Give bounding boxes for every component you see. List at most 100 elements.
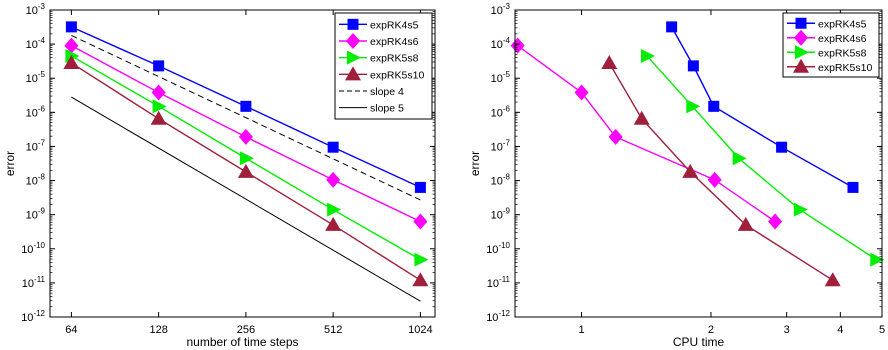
data-point-expRK4s5-3 (708, 100, 720, 112)
legend-marker-expRK5s10 (345, 66, 361, 81)
chart-panel-2: 10-12 10-11 10-10 10-9 10-8 10-7 10-6 10-5 10-4 1… (468, 2, 885, 349)
series-expRK4s5 (666, 21, 859, 193)
x-axis: 64 128 256 512 1024 (65, 10, 433, 336)
legend-marker-expRK5s8 (795, 45, 809, 60)
data-point-expRK5s8-5 (870, 252, 885, 267)
data-point-expRK4s5-4 (327, 141, 339, 153)
data-point-expRK4s6-1 (64, 37, 79, 54)
data-point-expRK5s8-3 (239, 151, 254, 166)
data-point-expRK5s8-2 (686, 99, 701, 114)
data-point-expRK5s8-4 (327, 202, 342, 217)
x-tick-label: 5 (879, 324, 885, 336)
y-tick-label: 10-6 (26, 104, 46, 119)
data-point-expRK4s6-2 (151, 84, 166, 101)
data-point-expRK4s5-4 (776, 141, 788, 153)
x-axis: 1 2 3 4 5 (579, 10, 885, 336)
legend-marker-expRK5s10 (793, 58, 809, 73)
data-point-expRK4s6-5 (768, 213, 783, 230)
x-tick-label: 128 (149, 324, 167, 336)
y-tick-label: 10-8 (26, 173, 46, 188)
data-point-expRK4s6-3 (608, 128, 623, 145)
y-tick-label: 10-5 (26, 70, 46, 85)
series-line-expRK5s10 (608, 62, 834, 281)
data-point-expRK5s10-5 (824, 272, 841, 287)
series-slope 4 (71, 34, 421, 201)
data-point-expRK4s5-2 (153, 60, 165, 72)
series-slope 5 (71, 96, 421, 302)
y-tick-label: 10-4 (26, 36, 46, 51)
legend-label-slope 5: slope 5 (370, 103, 404, 115)
series-line-expRK4s6 (517, 45, 776, 223)
data-point-expRK4s6-2 (574, 84, 589, 101)
x-tick-label: 1 (579, 324, 585, 336)
x-tick-label: 1024 (408, 324, 432, 336)
data-point-expRK5s10-5 (412, 272, 429, 287)
data-point-expRK5s10-3 (682, 163, 699, 178)
data-point-expRK5s10-1 (63, 54, 80, 69)
y-tick-label: 10-10 (21, 241, 45, 256)
data-point-expRK5s8-3 (732, 151, 747, 166)
x-tick-label: 4 (837, 324, 843, 336)
legend-box (334, 12, 433, 120)
series-line-slope 4 (71, 34, 421, 201)
legend: expRK4s5 expRK4s6 expRK5s8 expRK5s10 (782, 12, 880, 78)
x-tick-label: 2 (708, 324, 714, 336)
legend-label-expRK4s6: expRK4s6 (370, 36, 419, 48)
y-tick-label: 10-7 (491, 138, 511, 153)
axes-frame (49, 9, 436, 318)
data-point-expRK5s10-4 (325, 216, 342, 231)
data-point-expRK5s10-4 (737, 216, 754, 231)
legend-marker-expRK4s6 (346, 33, 360, 49)
y-tick-label: 10-5 (491, 70, 511, 85)
y-tick-label: 10-9 (26, 207, 46, 222)
series-expRK4s6 (510, 37, 783, 230)
data-point-expRK4s5-3 (240, 100, 252, 112)
data-point-expRK4s5-5 (414, 181, 426, 193)
legend: expRK4s5 expRK4s6 expRK5s8 expRK5s10 slope 4… (334, 12, 433, 120)
legend-label-expRK4s6: expRK4s6 (818, 33, 867, 45)
y-tick-label: 10-11 (487, 275, 511, 290)
y-tick-label: 10-7 (26, 138, 46, 153)
data-point-expRK5s10-2 (150, 110, 167, 125)
data-point-expRK5s8-5 (414, 252, 429, 267)
legend-label-slope 4: slope 4 (370, 86, 404, 98)
data-point-expRK5s8-4 (793, 202, 808, 217)
data-point-expRK5s8-1 (641, 48, 656, 63)
legend-label-expRK5s10: expRK5s10 (370, 69, 424, 81)
chart-panel-1: 10-12 10-11 10-10 10-9 10-8 10-7 10-6 10-5 10-4 1… (3, 2, 436, 349)
x-tick-label: 3 (784, 324, 790, 336)
data-point-expRK4s6-4 (707, 171, 722, 188)
y-tick-label: 10-8 (491, 173, 511, 188)
y-tick-label: 10-6 (491, 104, 511, 119)
series-line-expRK5s8 (646, 55, 877, 261)
y-tick-label: 10-9 (491, 207, 511, 222)
legend-label-expRK5s10: expRK5s10 (818, 62, 872, 74)
x-tick-label: 64 (65, 324, 77, 336)
data-point-expRK4s6-5 (413, 213, 428, 230)
y-axis: 10-12 10-11 10-10 10-9 10-8 10-7 10-6 10-5 10-4 1… (21, 2, 435, 324)
series-expRK5s10 (63, 54, 429, 287)
legend-marker-expRK4s5 (347, 18, 359, 30)
y-tick-label: 10-10 (486, 241, 510, 256)
x-axis-label: CPU time (673, 335, 725, 349)
legend-label-expRK4s5: expRK4s5 (370, 19, 419, 31)
y-tick-label: 10-4 (491, 36, 511, 51)
x-tick-label: 512 (324, 324, 342, 336)
data-point-expRK5s8-2 (152, 99, 167, 114)
legend-marker-expRK4s5 (795, 17, 807, 29)
legend-marker-expRK4s6 (794, 29, 808, 46)
legend-label-expRK5s8: expRK5s8 (818, 47, 867, 59)
data-point-expRK4s5-2 (687, 60, 699, 72)
data-point-expRK5s10-3 (237, 163, 254, 178)
x-tick-label: 256 (237, 324, 255, 336)
y-tick-label: 10-12 (486, 309, 510, 324)
series-expRK4s5 (65, 21, 426, 193)
y-tick-label: 10-12 (21, 309, 45, 324)
data-point-expRK4s5-1 (666, 21, 678, 33)
data-point-expRK4s6-4 (326, 171, 341, 188)
legend-label-expRK4s5: expRK4s5 (818, 18, 867, 30)
series-line-slope 5 (71, 96, 421, 302)
series-expRK5s10 (601, 54, 841, 287)
y-tick-label: 10-11 (22, 275, 46, 290)
